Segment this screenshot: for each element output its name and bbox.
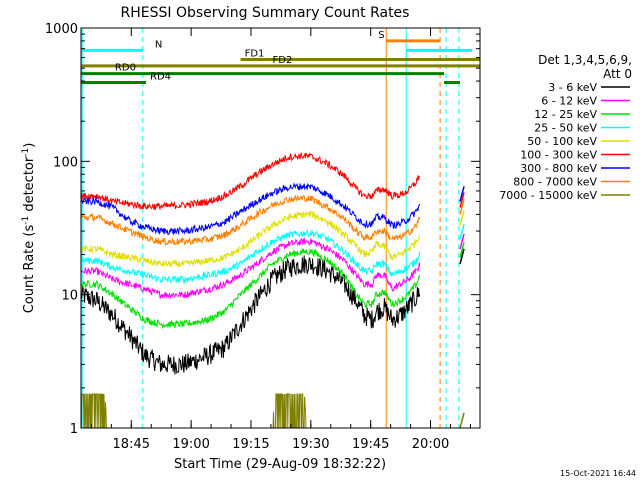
- flag-label-rd0: RD0: [115, 63, 136, 74]
- flag-label-fd2: FD2: [273, 55, 293, 66]
- y-tick-label-1: 1: [70, 422, 78, 437]
- plot-frame: [80, 27, 481, 429]
- legend-label-25-50-kev: 25 - 50 keV: [534, 122, 597, 135]
- legend-label-50-100-kev: 50 - 100 keV: [527, 135, 597, 148]
- series-right-segment-100-300-kev: [459, 192, 465, 208]
- x-axis-label: Start Time (29-Aug-09 18:32:22): [174, 457, 386, 472]
- flag-bars: N S FD1 FD2 RD0 RD4: [81, 30, 480, 85]
- flag-label-rd4: RD4: [150, 72, 171, 83]
- flag-label-s: S: [378, 30, 384, 41]
- x-tick-label-20-00: 20:00: [412, 437, 449, 452]
- series-line-50-100-kev: [80, 210, 420, 268]
- series-line-800-7000-kev: [80, 194, 421, 247]
- series-right-segment-300-800-kev: [459, 186, 465, 202]
- x-tick-label-18-45: 18:45: [113, 437, 150, 452]
- series-line-300-800-kev: [81, 182, 421, 236]
- series-right-segment-6-12-kev: [459, 233, 465, 250]
- legend-label-3-6-kev: 3 - 6 keV: [548, 81, 597, 94]
- y-tick-label-10: 10: [61, 289, 78, 304]
- x-tick-label-19-00: 19:00: [172, 437, 209, 452]
- series-right-segment-800-7000-kev: [459, 199, 465, 215]
- series-line-12-25-kev: [80, 248, 421, 330]
- series-line-6-12-kev: [80, 237, 421, 300]
- x-axis-ticks: 18:45 19:00 19:15 19:30 19:45 20:00: [90, 28, 471, 452]
- x-tick-label-19-15: 19:15: [232, 437, 269, 452]
- series-line-3-6-kev: [80, 255, 421, 375]
- y-label-part-1: Count Rate (s: [22, 225, 37, 314]
- flag-label-n: N: [155, 39, 162, 50]
- y-tick-label-100: 100: [53, 155, 78, 170]
- chart-title: RHESSI Observing Summary Count Rates: [121, 5, 410, 21]
- legend-label-6-12-kev: 6 - 12 keV: [541, 95, 597, 108]
- footer-timestamp: 15-Oct-2021 16:44: [560, 469, 636, 478]
- series-line-25-50-kev: [80, 229, 421, 284]
- legend-header-line-2: Att 0: [603, 67, 632, 81]
- series-right-segment-12-25-kev: [459, 242, 465, 258]
- legend-label-100-300-kev: 100 - 300 keV: [520, 149, 597, 162]
- legend-header-line-1: Det 1,3,4,5,6,9,: [538, 53, 632, 67]
- y-axis-ticks: 1 10 100 1000: [45, 22, 480, 437]
- series-right-segment-3-6-kev: [459, 248, 465, 265]
- y-label-sup-1: -1: [21, 216, 31, 225]
- x-tick-label-19-45: 19:45: [352, 437, 389, 452]
- series-right-segment-7000-15000-kev: [459, 412, 465, 429]
- series-right-segment-25-50-kev: [459, 223, 465, 240]
- flag-label-fd1: FD1: [245, 49, 265, 60]
- y-label-part-3: ): [22, 143, 37, 148]
- legend-label-300-800-kev: 300 - 800 keV: [520, 162, 597, 175]
- x-tick-label-19-30: 19:30: [292, 437, 329, 452]
- legend-label-800-7000-kev: 800 - 7000 keV: [513, 176, 597, 189]
- legend-label-12-25-kev: 12 - 25 keV: [534, 108, 597, 121]
- legend-label-7000-15000-kev: 7000 - 15000 keV: [499, 189, 597, 202]
- y-tick-label-1000: 1000: [45, 22, 78, 37]
- y-label-part-2: detector: [22, 156, 37, 216]
- y-axis-label: Count Rate (s-1 detector-1): [21, 143, 37, 314]
- y-label-sup-2: -1: [21, 148, 31, 157]
- series-line-100-300-kev: [80, 152, 421, 211]
- series-right-segment-50-100-kev: [459, 210, 465, 226]
